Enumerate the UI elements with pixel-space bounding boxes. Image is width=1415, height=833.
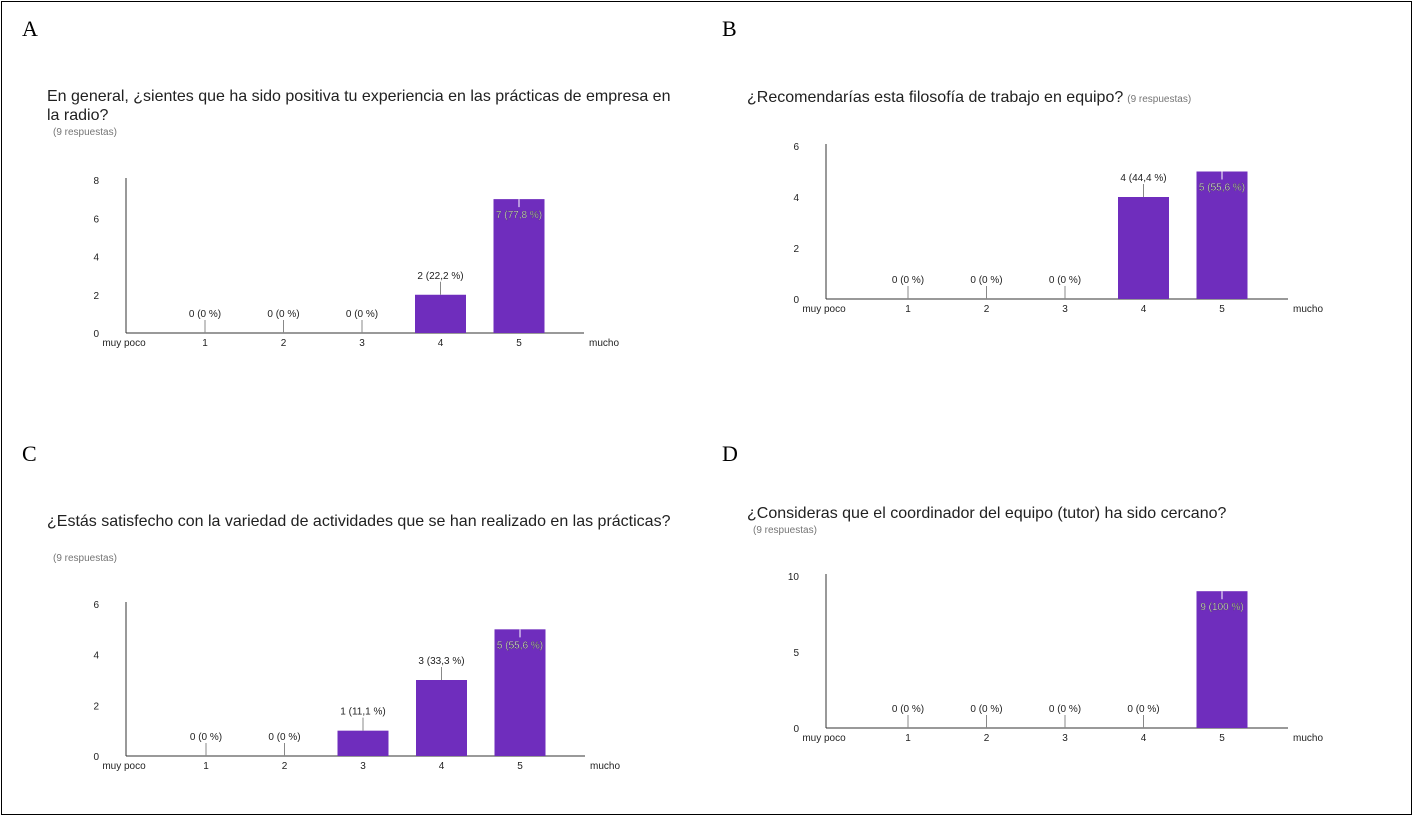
- x-tick-label: 2: [984, 733, 990, 744]
- panel-letter: D: [722, 441, 738, 466]
- response-count: (9 respuestas): [53, 553, 117, 564]
- response-count: (9 respuestas): [1127, 94, 1192, 105]
- panel-letter: B: [722, 16, 737, 41]
- y-tick-label: 8: [93, 176, 99, 187]
- data-label: 0 (0 %): [970, 704, 1002, 715]
- x-tick-label: 3: [1062, 733, 1068, 744]
- x-tick-label: 5: [516, 338, 522, 349]
- data-label: 0 (0 %): [268, 732, 300, 743]
- data-label: 5 (55,6 %): [1199, 183, 1245, 194]
- data-label: 0 (0 %): [970, 275, 1002, 286]
- bar: [1118, 197, 1169, 299]
- y-tick-label: 10: [788, 572, 800, 583]
- y-tick-label: 0: [93, 329, 99, 340]
- chart-title-text: ¿Recomendarías esta filosofía de trabajo…: [747, 89, 1124, 106]
- x-tick-label: 1: [905, 733, 911, 744]
- data-label: 7 (77,8 %): [496, 210, 542, 221]
- x-tick-label: 5: [517, 761, 523, 772]
- panel-letter: A: [22, 16, 38, 41]
- data-label: 0 (0 %): [346, 309, 378, 320]
- data-label: 1 (11,1 %): [340, 707, 385, 718]
- y-tick-label: 4: [793, 193, 799, 204]
- response-count: (9 respuestas): [53, 127, 117, 138]
- y-tick-label: 6: [93, 214, 99, 225]
- chart-title-text: ¿Consideras que el coordinador del equip…: [747, 505, 1227, 522]
- x-max-label: mucho: [590, 761, 620, 772]
- data-label: 3 (33,3 %): [418, 656, 464, 667]
- panel-d: D ¿Consideras que el coordinador del equ…: [700, 425, 1405, 833]
- bar-chart: 0 2 4 6 8 muy poco mucho 1 0 (0 %) 2 0 (0 %) 3 0 (0 …: [93, 176, 619, 349]
- data-label: 9 (100 %): [1200, 602, 1243, 613]
- bar: [494, 629, 546, 756]
- x-tick-label: 4: [1141, 733, 1147, 744]
- bar: [416, 680, 467, 756]
- x-min-label: muy poco: [802, 733, 846, 744]
- x-max-label: mucho: [1293, 304, 1323, 315]
- x-tick-label: 4: [439, 761, 445, 772]
- bar-chart: 0 2 4 6 muy poco mucho 1 0 (0 %) 2 0 (0 %) 3 0 (0 %…: [793, 142, 1323, 315]
- data-label: 0 (0 %): [1049, 704, 1081, 715]
- x-tick-label: 3: [359, 338, 365, 349]
- x-tick-label: 4: [1141, 304, 1147, 315]
- bar: [493, 199, 545, 333]
- bar: [1196, 171, 1248, 299]
- x-tick-label: 2: [282, 761, 288, 772]
- y-tick-label: 2: [93, 291, 99, 302]
- chart-title-text: En general, ¿sientes que ha sido positiv…: [47, 88, 671, 124]
- x-tick-label: 3: [1062, 304, 1068, 315]
- bar-chart: 0 2 4 6 muy poco mucho 1 0 (0 %) 2 0 (0 %) 3 1 (11,…: [93, 600, 620, 772]
- data-label: 0 (0 %): [892, 275, 924, 286]
- y-tick-label: 6: [93, 600, 99, 611]
- x-min-label: muy poco: [102, 338, 146, 349]
- x-max-label: mucho: [589, 338, 619, 349]
- panel-a: A En general, ¿sientes que ha sido posit…: [0, 0, 705, 408]
- x-tick-label: 1: [905, 304, 911, 315]
- data-label: 0 (0 %): [1127, 704, 1159, 715]
- y-tick-label: 2: [93, 701, 99, 712]
- data-label: 0 (0 %): [189, 309, 221, 320]
- x-tick-label: 2: [984, 304, 990, 315]
- y-tick-label: 5: [793, 648, 799, 659]
- y-tick-label: 0: [793, 724, 799, 735]
- chart-title: En general, ¿sientes que ha sido positiv…: [47, 87, 687, 125]
- y-tick-label: 2: [793, 244, 799, 255]
- x-tick-label: 5: [1219, 304, 1225, 315]
- data-label: 4 (44,4 %): [1120, 173, 1166, 184]
- x-tick-label: 1: [203, 761, 209, 772]
- figure-frame: [1, 1, 1412, 815]
- data-label: 5 (55,6 %): [497, 640, 543, 651]
- panel-c: C ¿Estás satisfecho con la variedad de a…: [0, 425, 705, 833]
- x-tick-label: 1: [202, 338, 208, 349]
- data-label: 2 (22,2 %): [417, 271, 463, 282]
- x-tick-label: 3: [360, 761, 366, 772]
- x-tick-label: 5: [1219, 733, 1225, 744]
- data-label: 0 (0 %): [190, 732, 222, 743]
- panel-letter: C: [22, 441, 37, 466]
- data-label: 0 (0 %): [267, 309, 299, 320]
- chart-title: ¿Estás satisfecho con la variedad de act…: [47, 512, 687, 531]
- x-max-label: mucho: [1293, 733, 1323, 744]
- bar: [415, 294, 466, 333]
- data-label: 0 (0 %): [1049, 275, 1081, 286]
- y-tick-label: 4: [93, 253, 99, 264]
- response-count: (9 respuestas): [753, 525, 817, 536]
- panel-b: B ¿Recomendarías esta filosofía de traba…: [700, 0, 1405, 408]
- y-tick-label: 4: [93, 651, 99, 662]
- x-min-label: muy poco: [102, 761, 146, 772]
- chart-title: ¿Consideras que el coordinador del equip…: [747, 504, 1387, 523]
- bar: [1196, 591, 1248, 728]
- bar: [337, 730, 389, 756]
- y-tick-label: 0: [93, 752, 99, 763]
- y-tick-label: 0: [793, 295, 799, 306]
- x-min-label: muy poco: [802, 304, 846, 315]
- bar-chart: 0 5 10 muy poco mucho 1 0 (0 %) 2 0 (0 %) 3 0 (0 %…: [788, 572, 1324, 744]
- data-label: 0 (0 %): [892, 704, 924, 715]
- x-tick-label: 2: [281, 338, 287, 349]
- x-tick-label: 4: [438, 338, 444, 349]
- y-tick-label: 6: [793, 142, 799, 153]
- chart-title: ¿Recomendarías esta filosofía de trabajo…: [747, 88, 1387, 109]
- chart-title-text: ¿Estás satisfecho con la variedad de act…: [47, 513, 671, 530]
